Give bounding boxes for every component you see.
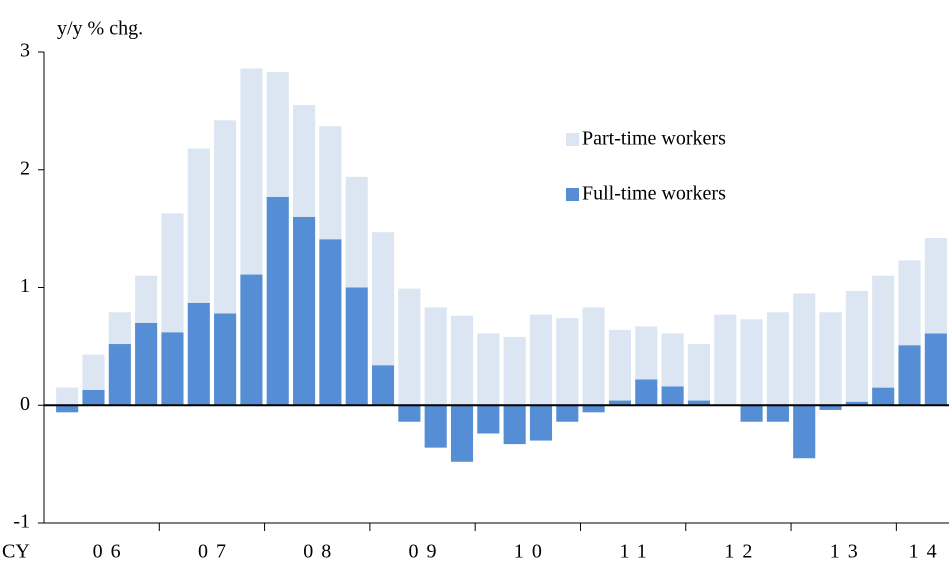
bar	[740, 319, 763, 406]
bar	[293, 216, 316, 406]
bar	[793, 405, 816, 459]
bar	[845, 291, 868, 402]
legend-label: Part-time workers	[582, 128, 726, 150]
bar	[529, 314, 553, 406]
bar	[266, 196, 289, 406]
legend-swatch	[566, 188, 579, 201]
bar	[582, 307, 605, 406]
bar	[503, 405, 526, 445]
y-tick-label: 2	[20, 157, 30, 179]
bar	[793, 293, 816, 406]
y-tick-label: 1	[20, 275, 30, 297]
x-tick-label: 10	[514, 541, 550, 563]
bar	[477, 405, 500, 434]
bar	[503, 336, 526, 406]
bar	[82, 354, 105, 390]
bar	[240, 68, 263, 275]
bar	[319, 126, 342, 240]
bar	[398, 288, 421, 406]
bar	[345, 287, 368, 406]
bar	[687, 400, 710, 406]
bar	[608, 400, 632, 406]
bar	[872, 387, 895, 406]
legend-swatch	[566, 133, 579, 146]
x-tick-label: 09	[409, 541, 445, 563]
bar	[240, 274, 263, 406]
bar	[898, 260, 921, 346]
bar	[135, 322, 158, 406]
bar	[424, 307, 447, 406]
bar	[819, 405, 842, 410]
bar	[740, 405, 763, 422]
bar	[845, 401, 868, 406]
y-tick-label: 3	[20, 40, 30, 62]
bar	[608, 329, 632, 401]
bar	[635, 326, 658, 380]
bar	[477, 333, 500, 406]
bar	[819, 312, 842, 406]
y-axis-label: y/y % chg.	[57, 18, 143, 40]
bar	[187, 148, 210, 303]
bar	[766, 405, 789, 422]
bar	[424, 405, 447, 448]
x-tick-label: 14	[909, 541, 945, 563]
bar	[187, 302, 210, 406]
bar	[319, 239, 342, 406]
bar	[924, 333, 947, 406]
bar	[398, 405, 421, 422]
bar	[898, 345, 921, 406]
bar	[872, 275, 895, 388]
bar	[56, 387, 79, 406]
bar	[556, 318, 579, 406]
bar	[371, 365, 395, 406]
x-tick-label: 12	[724, 541, 760, 563]
bar	[266, 72, 289, 197]
bar	[345, 176, 368, 288]
x-tick-label: 06	[93, 541, 129, 563]
bar	[108, 312, 131, 345]
bar	[293, 104, 316, 217]
x-tick-label: 13	[830, 541, 866, 563]
legend-label: Full-time workers	[582, 183, 726, 205]
bar	[687, 344, 710, 401]
bar	[161, 332, 184, 406]
bar	[766, 312, 789, 406]
bar	[82, 389, 105, 406]
bar	[135, 275, 158, 323]
bar	[161, 213, 184, 333]
x-tick-label: 07	[198, 541, 234, 563]
x-axis-label: CY	[2, 541, 30, 563]
bar	[371, 232, 395, 366]
bar	[56, 405, 79, 413]
bar	[556, 405, 579, 422]
y-tick-label: 0	[20, 393, 30, 415]
bar	[450, 315, 474, 406]
bar	[214, 120, 237, 314]
bar	[661, 386, 684, 406]
bar	[661, 333, 684, 387]
bar	[529, 405, 553, 441]
bar	[924, 238, 947, 334]
bar	[714, 314, 737, 406]
bar	[450, 405, 474, 462]
y-tick-label: -1	[13, 511, 30, 533]
bar	[214, 313, 237, 406]
bar	[635, 379, 658, 406]
bar	[582, 405, 605, 413]
bar	[108, 344, 131, 406]
x-tick-label: 11	[619, 541, 654, 563]
x-tick-label: 08	[303, 541, 339, 563]
